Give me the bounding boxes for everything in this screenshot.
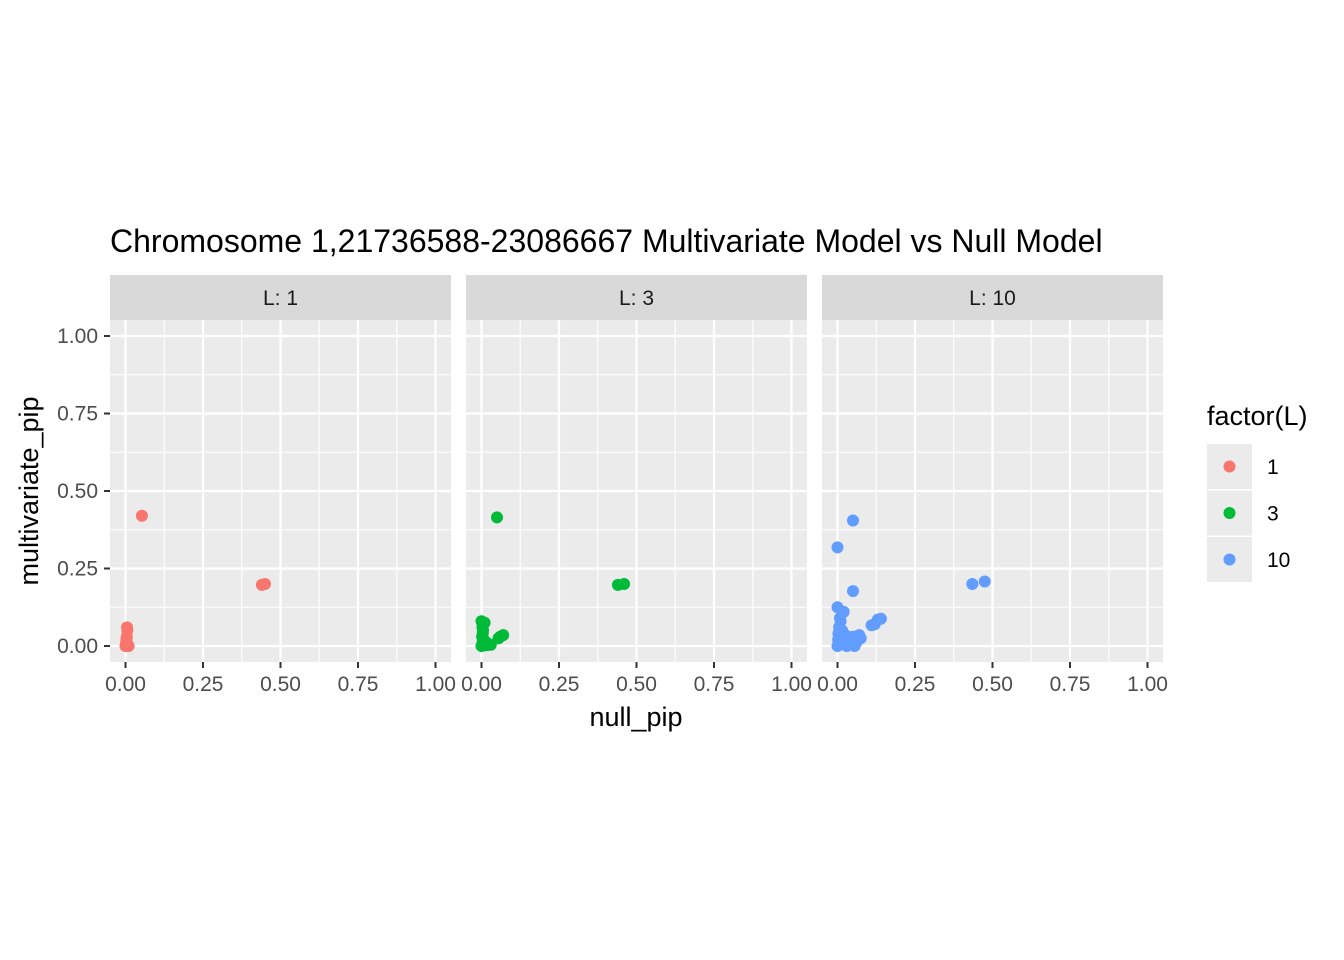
y-tick-label: 0.75 (57, 403, 98, 426)
legend-item-1: 1 (1207, 444, 1279, 489)
data-point-L10 (833, 612, 846, 625)
x-tick-label: 0.50 (972, 673, 1013, 696)
chart-title: Chromosome 1,21736588-23086667 Multivari… (110, 223, 1103, 259)
data-point-L10 (839, 629, 852, 642)
x-tick-label: 0.00 (461, 673, 502, 696)
facet-panels: L: 10.00 0.25 0.50 0.75 1.000.000.250.500.75… (57, 275, 1168, 696)
legend-label: 1 (1267, 456, 1279, 479)
y-axis-title: multivariate_pip (14, 396, 44, 585)
data-point-L3 (618, 578, 631, 590)
data-point-L1 (135, 509, 148, 522)
x-tick-label: 0.25 (183, 673, 224, 696)
facet-panel-1: L: 1 0.00 0.25 0.50 0.75 1.00 0.00 0.25 0.50 0.75… (57, 275, 456, 696)
x-tick-label: 0.75 (338, 673, 379, 696)
data-point-L10 (848, 640, 861, 652)
facet-panel-3: L: 3 0.00 0.25 0.50 0.75 1.00 (461, 275, 812, 696)
legend-item-10: 10 (1207, 537, 1290, 582)
legend: factor(L) 1 3 10 (1207, 401, 1308, 582)
legend-label: 3 (1267, 503, 1279, 526)
data-point-L10 (978, 575, 991, 588)
facet-strip-label: L: 10 (969, 287, 1016, 310)
x-tick-label: 1.00 (1127, 673, 1168, 696)
data-point-L3 (492, 632, 505, 645)
legend-key-point (1223, 507, 1236, 519)
facet-panel-10: L: 10 0.00 0.25 0.50 0.75 1.00 (817, 275, 1168, 696)
x-tick-label: 0.25 (895, 673, 936, 696)
legend-key-point (1223, 553, 1236, 566)
facet-strip (822, 275, 1163, 320)
x-tick-label: 0.75 (1050, 673, 1091, 696)
legend-label: 10 (1267, 549, 1290, 572)
data-point-L3 (491, 511, 503, 524)
facet-strip-label: L: 1 (263, 287, 298, 310)
x-tick-label: 0.75 (694, 673, 735, 696)
data-point-L10 (847, 585, 859, 598)
legend-item-3: 3 (1207, 490, 1279, 536)
x-tick-label: 1.00 (415, 673, 456, 696)
data-point-L10 (847, 514, 859, 527)
data-point-L3 (476, 638, 489, 651)
y-tick-label: 0.00 (57, 635, 98, 658)
y-tick-label: 0.50 (57, 480, 98, 503)
x-tick-label: 0.25 (539, 673, 580, 696)
x-axis-title: null_pip (589, 702, 682, 732)
x-tick-label: 0.00 (817, 673, 858, 696)
legend-title: factor(L) (1207, 401, 1308, 431)
y-tick-label: 0.25 (57, 558, 98, 581)
data-point-L10 (831, 541, 844, 554)
facet-strip (466, 275, 807, 320)
facet-strip-label: L: 3 (619, 287, 654, 310)
x-tick-label: 0.50 (616, 673, 657, 696)
legend-key-point (1223, 460, 1236, 473)
x-tick-label: 0.50 (260, 673, 301, 696)
legend-keys: 1 3 10 (1207, 444, 1290, 582)
data-point-L1 (259, 578, 271, 590)
data-point-L10 (874, 612, 887, 625)
x-tick-label: 0.00 (105, 673, 146, 696)
data-point-L1 (121, 639, 134, 652)
y-tick-label: 1.00 (57, 325, 98, 348)
data-point-L10 (966, 578, 979, 590)
facet-strip (110, 275, 451, 320)
x-tick-label: 1.00 (771, 673, 812, 696)
